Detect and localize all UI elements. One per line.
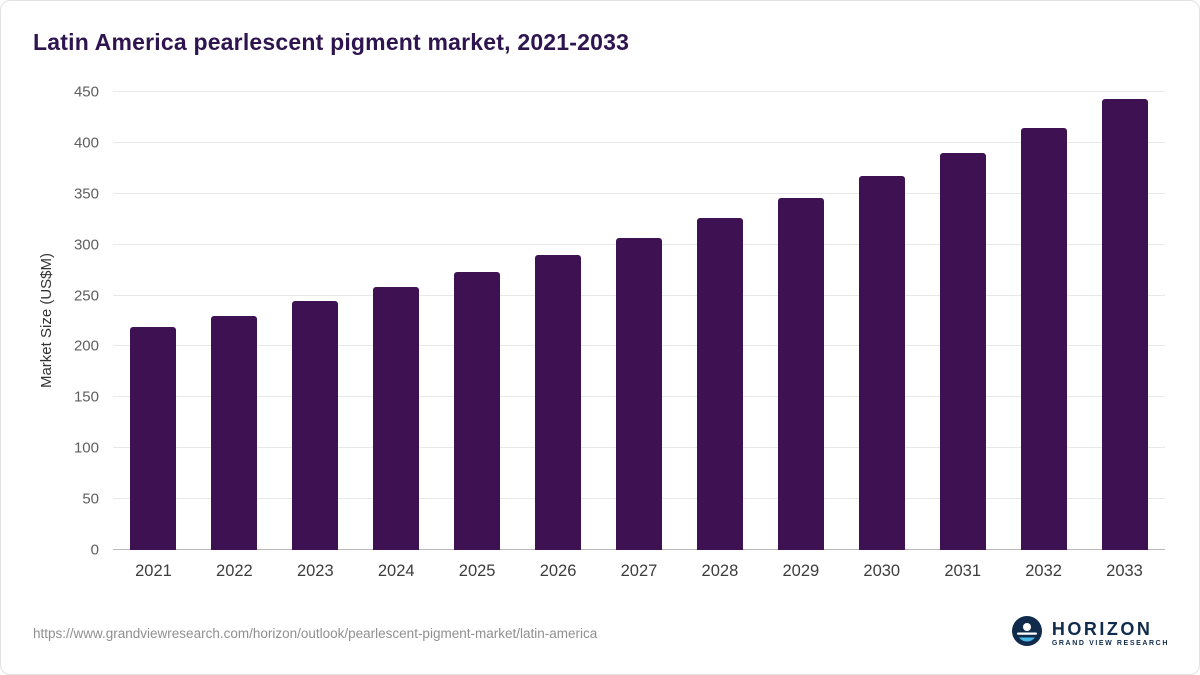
y-tick-label: 150 <box>73 388 99 406</box>
bar-slot <box>599 92 680 550</box>
gridline <box>113 91 1165 92</box>
bar-slot <box>679 92 760 550</box>
gridline <box>113 141 1165 143</box>
bar-slot <box>194 92 275 550</box>
x-tick-label-2021: 2021 <box>135 562 172 580</box>
bar-chart: Market Size (US$M) 0 50 100 150 200 250 300 350… <box>38 84 1165 581</box>
bar-2028 <box>696 218 743 550</box>
bar-2031 <box>939 153 986 550</box>
plot-area: 0 50 100 150 200 250 300 350 400 450 <box>74 84 1165 559</box>
bar-slot <box>1084 92 1165 550</box>
x-tick-label-2029: 2029 <box>782 562 820 580</box>
bar-2025 <box>454 272 501 550</box>
x-tick-label-2030: 2030 <box>863 562 901 580</box>
horizon-logo-subtitle: GRAND VIEW RESEARCH <box>1051 640 1169 648</box>
bar-2023 <box>292 300 339 550</box>
chart-title: Latin America pearlescent pigment market… <box>33 29 630 55</box>
bar-slot <box>356 92 437 550</box>
bar-slot <box>841 92 922 550</box>
y-tick-label: 0 <box>90 541 99 559</box>
bar-2022 <box>211 315 258 550</box>
y-tick-label: 350 <box>73 185 99 203</box>
bar-2027 <box>615 237 662 550</box>
x-tick-label-2027: 2027 <box>620 562 658 580</box>
x-axis-labels: 2021 2022 2023 2024 2025 2026 2027 2028 2029 2030… <box>113 562 1165 581</box>
bars-container <box>113 92 1165 550</box>
y-axis-label: Market Size (US$M) <box>37 253 55 389</box>
y-tick-label: 50 <box>82 490 99 508</box>
x-tick-label-2028: 2028 <box>701 562 739 580</box>
bar-2032 <box>1020 127 1067 550</box>
x-tick-label-2025: 2025 <box>458 562 496 580</box>
y-tick-label: 100 <box>73 439 99 457</box>
bar-2030 <box>858 176 905 550</box>
x-tick-label-2031: 2031 <box>944 562 982 580</box>
bar-2021 <box>130 327 177 550</box>
y-axis-label-wrap: Market Size (US$M) <box>35 92 57 550</box>
x-tick-label-2023: 2023 <box>296 562 334 580</box>
bar-2024 <box>373 287 420 550</box>
y-tick-label: 250 <box>73 287 99 305</box>
bar-2033 <box>1101 99 1148 550</box>
bar-slot <box>275 92 356 550</box>
x-tick-label-2033: 2033 <box>1106 562 1143 580</box>
y-tick-label: 450 <box>73 83 99 101</box>
bar-slot <box>760 92 841 550</box>
bar-slot <box>437 92 518 550</box>
footer: https://www.grandviewresearch.com/horizo… <box>1 605 1199 674</box>
gridline <box>113 192 1165 194</box>
x-tick-label-2024: 2024 <box>377 562 415 580</box>
y-tick-label: 400 <box>73 134 99 152</box>
x-tick-label-2032: 2032 <box>1025 562 1062 580</box>
x-tick-label-2026: 2026 <box>539 562 577 580</box>
bar-2029 <box>777 197 824 550</box>
horizon-logo: HORIZON GRAND VIEW RESEARCH <box>1011 615 1169 652</box>
horizon-logo-icon <box>1011 615 1043 652</box>
y-tick-label: 200 <box>73 337 99 355</box>
horizon-logo-name: HORIZON <box>1051 618 1153 639</box>
y-tick-label: 300 <box>73 236 99 254</box>
horizon-logo-text: HORIZON GRAND VIEW RESEARCH <box>1051 618 1169 648</box>
bar-slot <box>113 92 194 550</box>
bar-slot <box>922 92 1003 550</box>
bar-2026 <box>535 254 582 550</box>
bar-slot <box>518 92 599 550</box>
source-url: https://www.grandviewresearch.com/horizo… <box>33 626 598 641</box>
x-tick-label-2022: 2022 <box>216 562 253 580</box>
bar-slot <box>1003 92 1084 550</box>
